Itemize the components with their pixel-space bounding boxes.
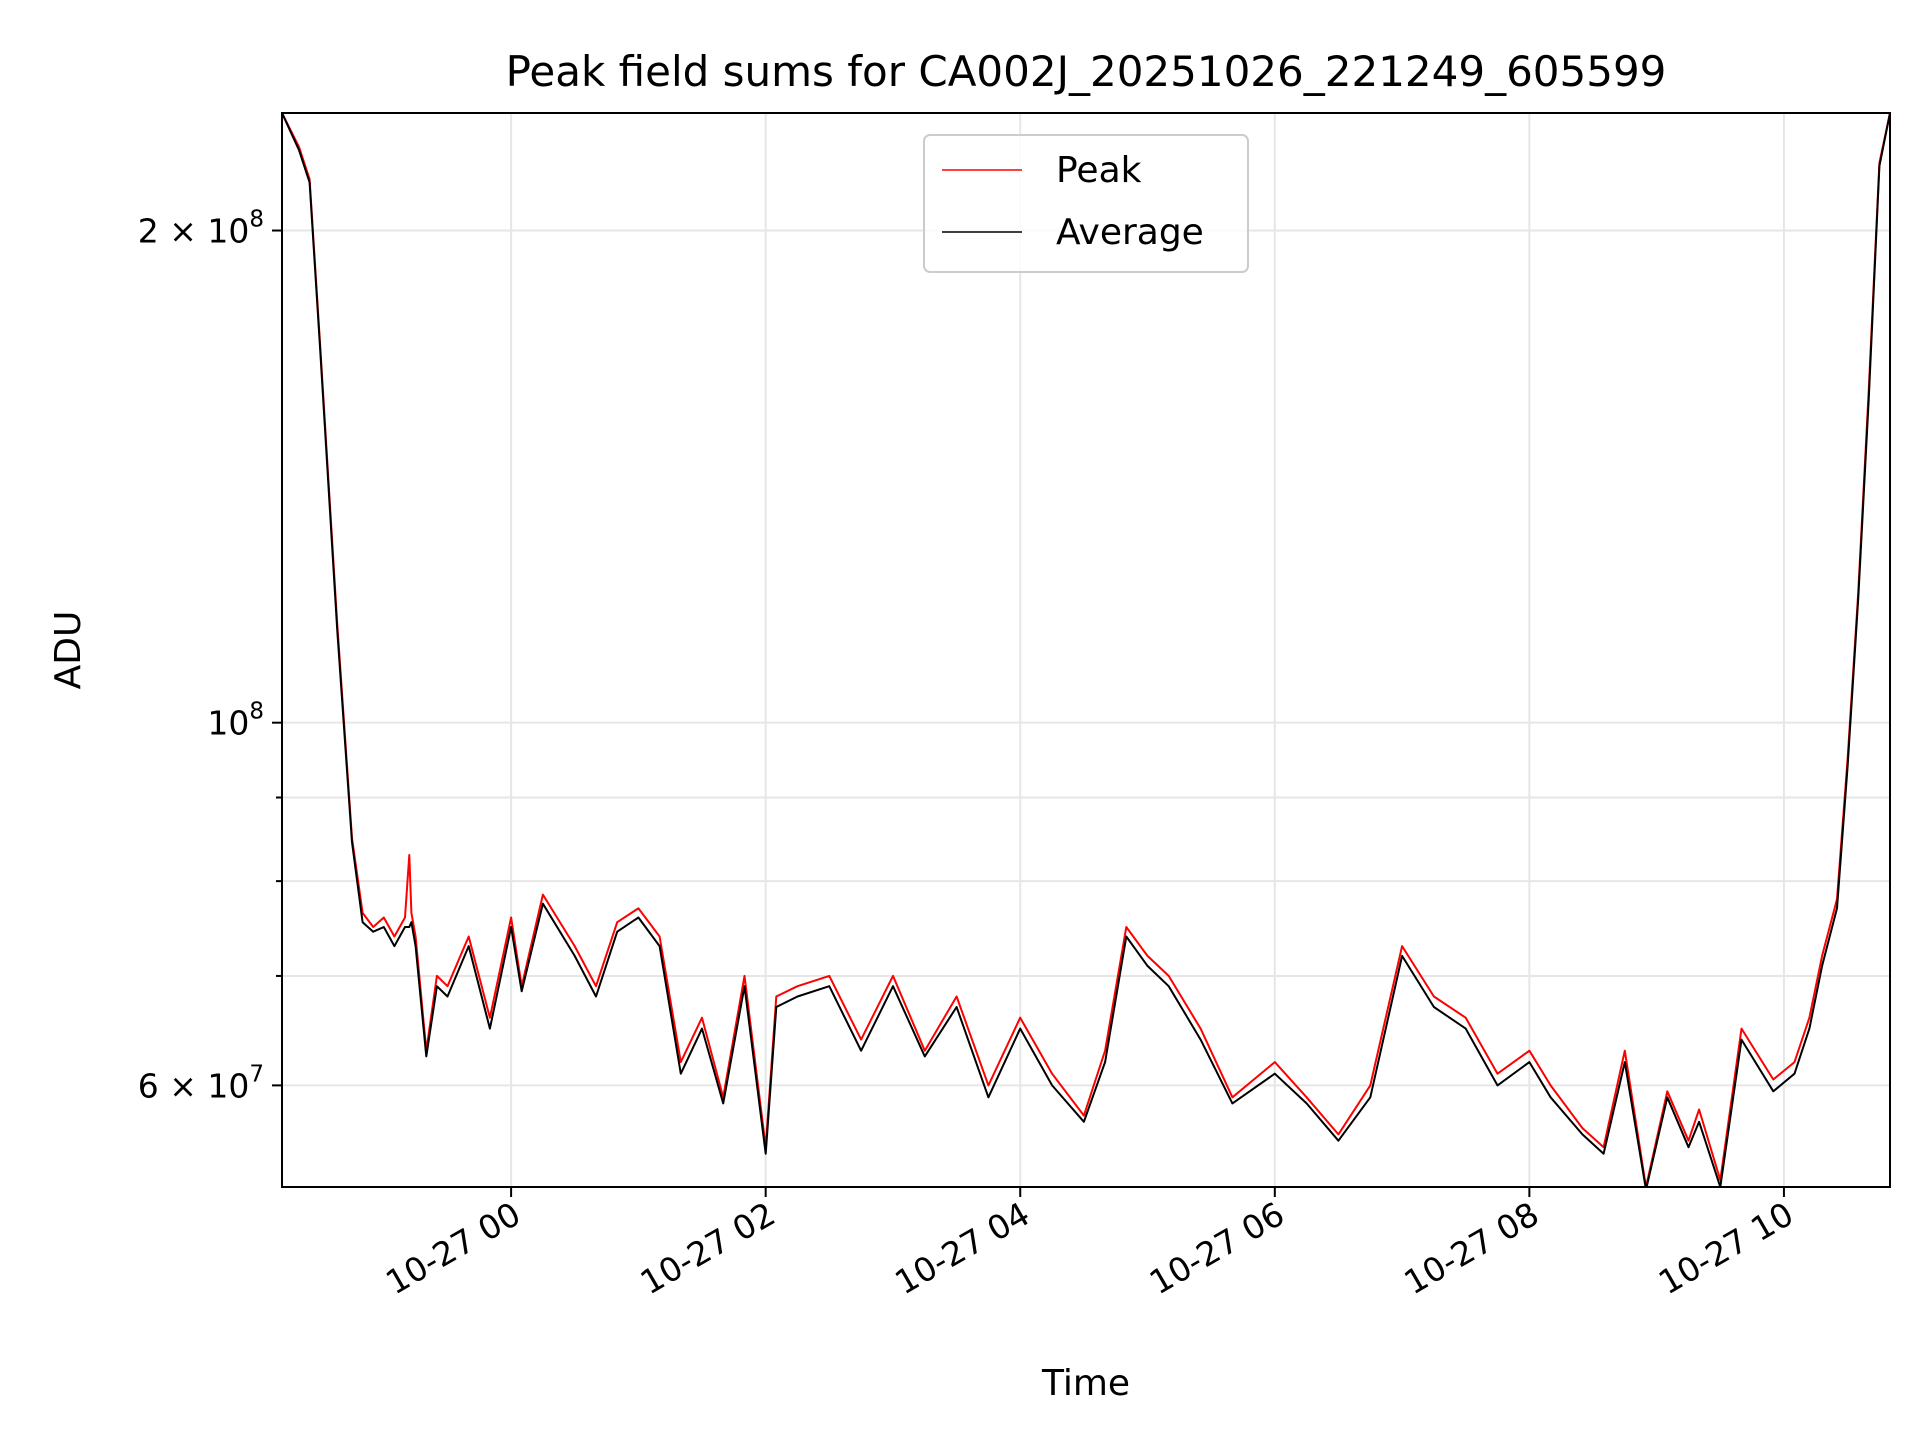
legend-label-average: Average xyxy=(1056,212,1204,253)
plot-frame xyxy=(281,112,1891,1188)
x-axis-label: Time xyxy=(1041,1363,1130,1404)
x-tick-label: 10-27 04 xyxy=(888,1194,1036,1302)
y-axis-label: ADU xyxy=(48,611,89,690)
series-layer xyxy=(282,113,1890,1187)
y-tick-label: 6 × 107 xyxy=(138,1061,264,1105)
series-line-average xyxy=(282,113,1890,1187)
legend: Peak Average xyxy=(923,134,1249,273)
chart-title: Peak field sums for CA002J_20251026_2212… xyxy=(506,47,1667,96)
series-line-peak xyxy=(282,113,1890,1187)
y-tick-label: 2 × 108 xyxy=(138,207,264,251)
x-tick-label: 10-27 02 xyxy=(634,1194,782,1302)
x-tick-label: 10-27 06 xyxy=(1143,1194,1291,1302)
axis-ticks: 10-27 00 10-27 02 10-27 04 10-27 06 10-27 08… xyxy=(138,207,1800,1303)
grid-lines xyxy=(282,113,1890,1187)
legend-label-peak: Peak xyxy=(1056,150,1142,191)
x-tick-label: 10-27 08 xyxy=(1397,1194,1545,1302)
x-tick-label: 10-27 00 xyxy=(379,1194,527,1302)
y-tick-label: 108 xyxy=(207,699,264,743)
x-tick-label: 10-27 10 xyxy=(1652,1194,1800,1302)
